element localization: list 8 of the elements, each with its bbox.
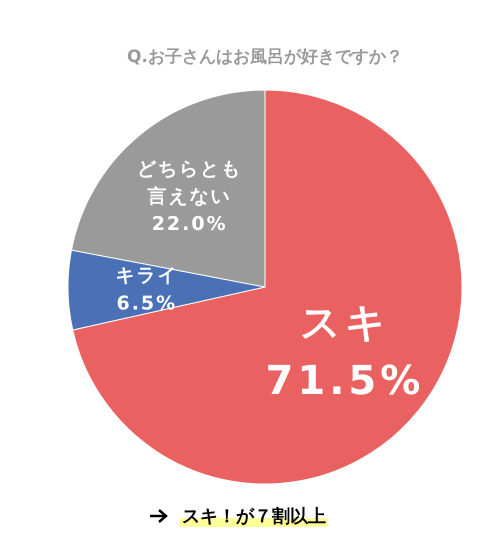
data-label: 22.0% — [152, 213, 228, 236]
chart-title: Q.お子さんはお風呂が好きですか？ — [127, 47, 403, 67]
slice-label: どちらとも言えない — [137, 158, 242, 208]
data-label: 6.5% — [116, 292, 178, 314]
data-label: 71.5% — [266, 358, 424, 404]
slice-label: キライ — [115, 264, 178, 287]
slice-label: スキ — [300, 300, 390, 346]
text: スキ！が７割以上 — [182, 506, 326, 527]
